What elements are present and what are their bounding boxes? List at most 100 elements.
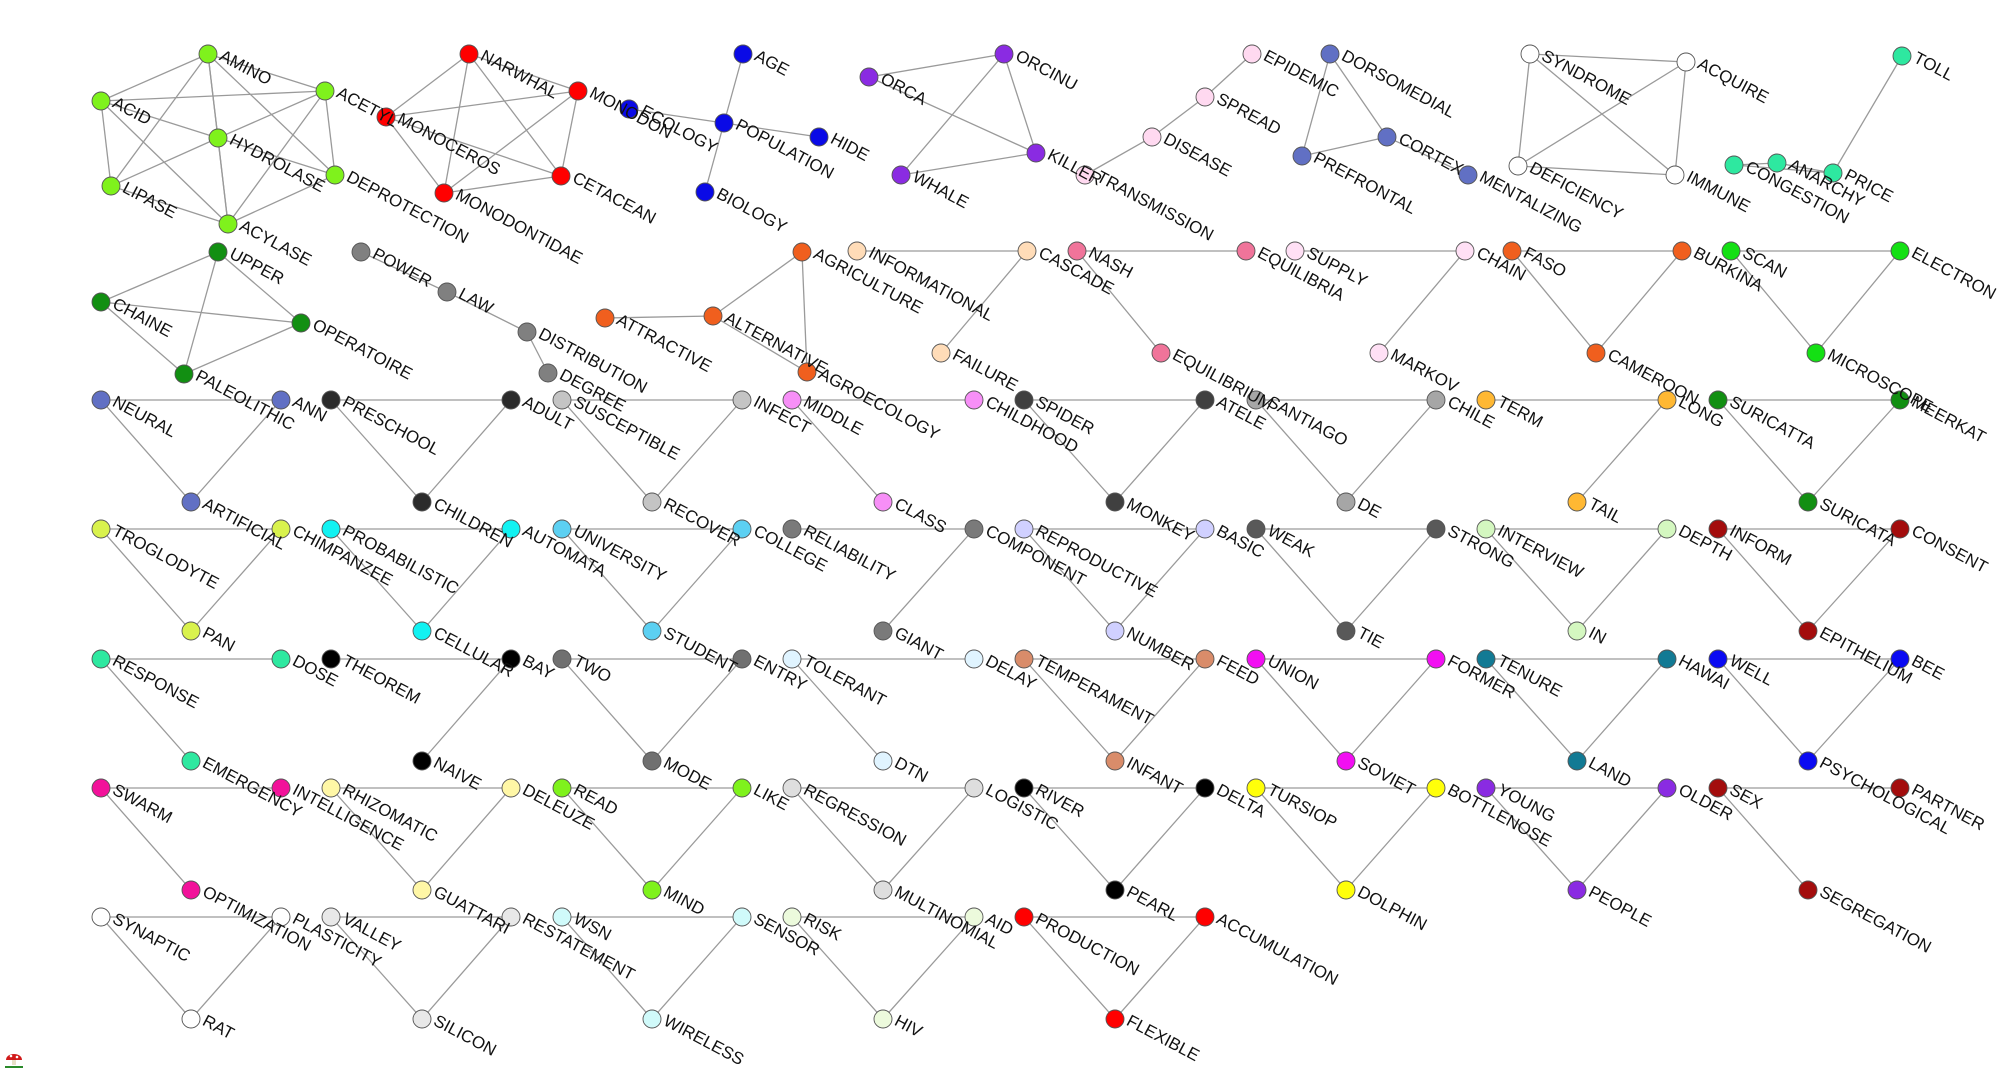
node-partner[interactable] <box>1890 778 1910 798</box>
node-microscope[interactable] <box>1806 343 1826 363</box>
node-infect[interactable] <box>732 390 752 410</box>
node-wsn[interactable] <box>552 907 572 927</box>
node-chimpanzee[interactable] <box>271 519 291 539</box>
node-river[interactable] <box>1014 778 1034 798</box>
node-swarm[interactable] <box>91 778 111 798</box>
node-acylase[interactable] <box>218 214 238 234</box>
node-inform[interactable] <box>1708 519 1728 539</box>
node-age[interactable] <box>733 44 753 64</box>
node-former[interactable] <box>1426 649 1446 669</box>
node-component[interactable] <box>964 519 984 539</box>
node-adult[interactable] <box>501 390 521 410</box>
node-ecology[interactable] <box>619 99 639 119</box>
node-dorsomedial[interactable] <box>1320 44 1340 64</box>
node-troglodyte[interactable] <box>91 519 111 539</box>
node-artificial[interactable] <box>181 492 201 512</box>
node-people[interactable] <box>1567 880 1587 900</box>
node-cascade[interactable] <box>1017 241 1037 261</box>
node-equilibria[interactable] <box>1236 241 1256 261</box>
node-hydrolase[interactable] <box>208 128 228 148</box>
node-plasticity[interactable] <box>271 907 291 927</box>
node-chaine[interactable] <box>91 292 111 312</box>
node-nash[interactable] <box>1067 241 1087 261</box>
node-lipase[interactable] <box>101 176 121 196</box>
node-cetacean[interactable] <box>551 166 571 186</box>
node-like[interactable] <box>732 778 752 798</box>
node-meerkat[interactable] <box>1890 390 1910 410</box>
node-delta[interactable] <box>1195 778 1215 798</box>
node-sensor[interactable] <box>732 907 752 927</box>
node-orcinu[interactable] <box>994 44 1014 64</box>
node-pan[interactable] <box>181 621 201 641</box>
node-depth[interactable] <box>1657 519 1677 539</box>
node-childhood[interactable] <box>964 390 984 410</box>
node-logistic[interactable] <box>964 778 984 798</box>
node-sex[interactable] <box>1708 778 1728 798</box>
node-susceptible[interactable] <box>552 390 572 410</box>
node-chile[interactable] <box>1426 390 1446 410</box>
node-strong[interactable] <box>1426 519 1446 539</box>
node-risk[interactable] <box>782 907 802 927</box>
node-narwhal[interactable] <box>459 44 479 64</box>
node-mode[interactable] <box>642 751 662 771</box>
node-older[interactable] <box>1657 778 1677 798</box>
node-recover[interactable] <box>642 492 662 512</box>
node-accumulation[interactable] <box>1195 907 1215 927</box>
node-immune[interactable] <box>1665 165 1685 185</box>
node-children[interactable] <box>412 492 432 512</box>
node-pearl[interactable] <box>1105 880 1125 900</box>
node-burkina[interactable] <box>1672 241 1692 261</box>
node-amino[interactable] <box>198 44 218 64</box>
node-long[interactable] <box>1657 390 1677 410</box>
node-dtn[interactable] <box>873 751 893 771</box>
node-prefrontal[interactable] <box>1292 146 1312 166</box>
node-supply[interactable] <box>1285 241 1305 261</box>
node-deleuze[interactable] <box>501 778 521 798</box>
node-bee[interactable] <box>1890 649 1910 669</box>
node-segregation[interactable] <box>1798 880 1818 900</box>
node-informational[interactable] <box>847 241 867 261</box>
node-biology[interactable] <box>695 182 715 202</box>
node-regression[interactable] <box>782 778 802 798</box>
node-dolphin[interactable] <box>1336 880 1356 900</box>
node-atele[interactable] <box>1195 390 1215 410</box>
node-disease[interactable] <box>1142 127 1162 147</box>
node-monodontidae[interactable] <box>434 183 454 203</box>
node-monodon[interactable] <box>568 81 588 101</box>
node-college[interactable] <box>732 519 752 539</box>
node-chain[interactable] <box>1455 241 1475 261</box>
node-well[interactable] <box>1708 649 1728 669</box>
node-epithelium[interactable] <box>1798 621 1818 641</box>
node-de[interactable] <box>1336 492 1356 512</box>
node-entry[interactable] <box>732 649 752 669</box>
node-infant[interactable] <box>1105 751 1125 771</box>
node-psychological[interactable] <box>1798 751 1818 771</box>
node-epidemic[interactable] <box>1242 44 1262 64</box>
node-probabilistic[interactable] <box>321 519 341 539</box>
node-cameroon[interactable] <box>1586 343 1606 363</box>
node-union[interactable] <box>1246 649 1266 669</box>
node-faso[interactable] <box>1502 241 1522 261</box>
node-whale[interactable] <box>891 165 911 185</box>
node-valley[interactable] <box>321 907 341 927</box>
node-guattari[interactable] <box>412 880 432 900</box>
node-hide[interactable] <box>809 127 829 147</box>
node-agriculture[interactable] <box>792 242 812 262</box>
node-spider[interactable] <box>1014 390 1034 410</box>
node-monoceros[interactable] <box>376 107 396 127</box>
node-land[interactable] <box>1567 751 1587 771</box>
node-suricata[interactable] <box>1798 492 1818 512</box>
node-rhizomatic[interactable] <box>321 778 341 798</box>
node-attractive[interactable] <box>595 308 615 328</box>
node-preschool[interactable] <box>321 390 341 410</box>
node-alternative[interactable] <box>703 306 723 326</box>
node-wireless[interactable] <box>642 1009 662 1029</box>
node-orca[interactable] <box>859 67 879 87</box>
node-emergency[interactable] <box>181 751 201 771</box>
node-tenure[interactable] <box>1476 649 1496 669</box>
node-weak[interactable] <box>1246 519 1266 539</box>
node-neural[interactable] <box>91 390 111 410</box>
node-santiago[interactable] <box>1246 390 1266 410</box>
node-theorem[interactable] <box>321 649 341 669</box>
node-production[interactable] <box>1014 907 1034 927</box>
